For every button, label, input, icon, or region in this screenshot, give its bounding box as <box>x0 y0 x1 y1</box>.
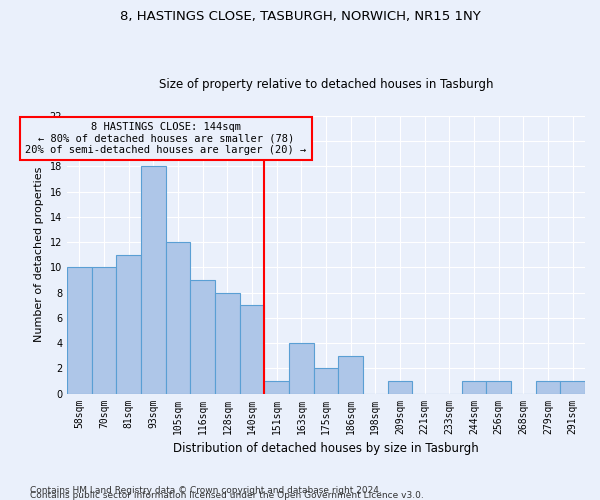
Text: Contains public sector information licensed under the Open Government Licence v3: Contains public sector information licen… <box>30 491 424 500</box>
Bar <box>92 268 116 394</box>
Bar <box>388 381 412 394</box>
Bar <box>190 280 215 394</box>
X-axis label: Distribution of detached houses by size in Tasburgh: Distribution of detached houses by size … <box>173 442 479 455</box>
Bar <box>141 166 166 394</box>
Bar <box>116 254 141 394</box>
Bar <box>487 381 511 394</box>
Text: 8 HASTINGS CLOSE: 144sqm
← 80% of detached houses are smaller (78)
20% of semi-d: 8 HASTINGS CLOSE: 144sqm ← 80% of detach… <box>25 122 307 156</box>
Bar <box>560 381 585 394</box>
Y-axis label: Number of detached properties: Number of detached properties <box>34 167 44 342</box>
Bar <box>67 268 92 394</box>
Text: 8, HASTINGS CLOSE, TASBURGH, NORWICH, NR15 1NY: 8, HASTINGS CLOSE, TASBURGH, NORWICH, NR… <box>119 10 481 23</box>
Bar <box>338 356 363 394</box>
Bar <box>215 292 240 394</box>
Bar <box>240 305 265 394</box>
Bar <box>461 381 487 394</box>
Text: Contains HM Land Registry data © Crown copyright and database right 2024.: Contains HM Land Registry data © Crown c… <box>30 486 382 495</box>
Bar <box>314 368 338 394</box>
Bar <box>536 381 560 394</box>
Title: Size of property relative to detached houses in Tasburgh: Size of property relative to detached ho… <box>159 78 493 91</box>
Bar <box>289 343 314 394</box>
Bar <box>265 381 289 394</box>
Bar <box>166 242 190 394</box>
